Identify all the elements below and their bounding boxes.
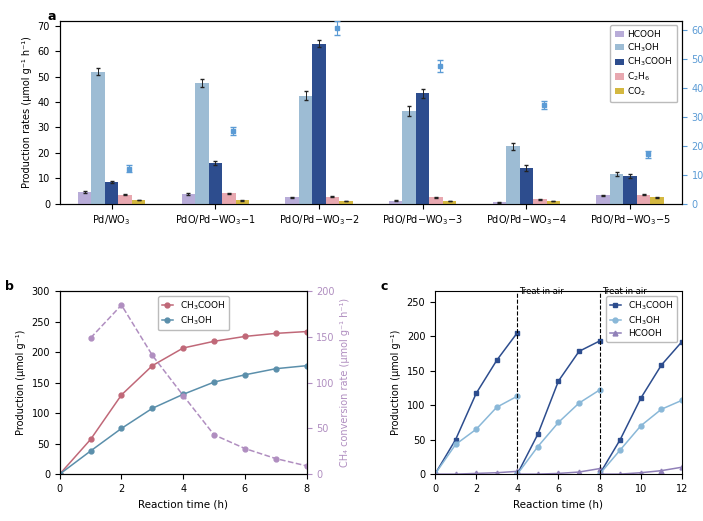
Bar [520, 168, 533, 204]
Text: a: a [47, 10, 56, 23]
CH$_3$OH [86, 448, 95, 454]
Y-axis label: Production (μmol g⁻¹): Production (μmol g⁻¹) [16, 330, 26, 436]
CH$_3$OH [56, 471, 64, 477]
Text: Treat in air: Treat in air [520, 287, 564, 296]
CH$_3$OH [240, 371, 249, 378]
Bar [416, 93, 430, 204]
Bar [285, 197, 299, 204]
Legend: CH$_3$COOH, CH$_3$OH: CH$_3$COOH, CH$_3$OH [158, 296, 229, 330]
Line: CH$_3$COOH: CH$_3$COOH [58, 329, 309, 477]
CH$_3$OH [117, 425, 126, 431]
Bar [118, 195, 132, 204]
Text: b: b [6, 280, 14, 293]
CH$_3$OH [179, 391, 188, 398]
Y-axis label: CH₄ conversion rate (μmol g⁻¹ h⁻¹): CH₄ conversion rate (μmol g⁻¹ h⁻¹) [340, 298, 350, 467]
Text: c: c [381, 280, 388, 293]
Bar [236, 200, 249, 204]
Bar [222, 193, 236, 204]
Bar [610, 175, 624, 204]
Bar [105, 182, 118, 204]
Bar [430, 197, 443, 204]
Text: Treat in air: Treat in air [602, 287, 647, 296]
CH$_3$COOH [302, 328, 311, 334]
CH$_3$OH [302, 363, 311, 369]
Bar [596, 195, 610, 204]
Y-axis label: Production rates (μmol g⁻¹ h⁻¹): Production rates (μmol g⁻¹ h⁻¹) [22, 36, 32, 188]
CH$_3$COOH [56, 471, 64, 477]
CH$_3$COOH [271, 330, 280, 337]
X-axis label: Reaction time (h): Reaction time (h) [138, 500, 228, 510]
Bar [506, 146, 520, 204]
CH$_3$COOH [209, 338, 218, 344]
Bar [132, 200, 146, 204]
Bar [91, 71, 105, 204]
CH$_3$COOH [117, 392, 126, 398]
Bar [209, 163, 222, 204]
Bar [533, 199, 547, 204]
Bar [181, 194, 195, 204]
CH$_3$OH [271, 366, 280, 372]
Bar [325, 196, 340, 204]
Bar [195, 83, 209, 204]
Bar [624, 176, 637, 204]
Bar [402, 111, 416, 204]
Bar [78, 192, 91, 204]
Bar [389, 201, 402, 204]
Bar [312, 44, 325, 204]
Legend: CH$_3$COOH, CH$_3$OH, HCOOH: CH$_3$COOH, CH$_3$OH, HCOOH [607, 296, 678, 342]
Bar [650, 197, 664, 204]
Legend: HCOOH, CH$_3$OH, CH$_3$COOH, C$_2$H$_6$, CO$_2$: HCOOH, CH$_3$OH, CH$_3$COOH, C$_2$H$_6$,… [610, 26, 678, 103]
CH$_3$COOH [86, 436, 95, 442]
Bar [493, 202, 506, 204]
Bar [340, 201, 353, 204]
CH$_3$OH [148, 405, 157, 412]
Bar [637, 195, 650, 204]
Bar [547, 201, 560, 204]
Y-axis label: Production (μmol g⁻¹): Production (μmol g⁻¹) [391, 330, 401, 436]
CH$_3$COOH [148, 363, 157, 369]
CH$_3$COOH [240, 333, 249, 340]
Line: CH$_3$OH: CH$_3$OH [58, 363, 309, 477]
CH$_3$COOH [179, 345, 188, 351]
X-axis label: Reaction time (h): Reaction time (h) [513, 500, 603, 510]
Bar [299, 96, 312, 204]
CH$_3$OH [209, 379, 218, 385]
Bar [443, 201, 456, 204]
